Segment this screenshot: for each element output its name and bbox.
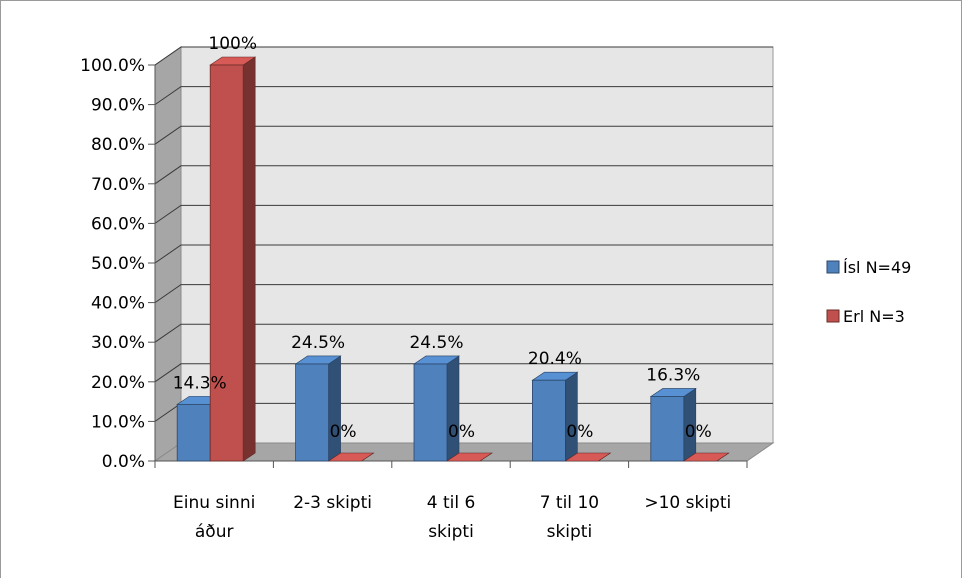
data-label: 20.4% [528, 349, 582, 369]
gridline [154, 363, 773, 383]
y-tick-label: 30.0% [91, 333, 145, 353]
bar [295, 363, 330, 462]
legend-entry: Erl N=3 [843, 307, 905, 326]
gridline [154, 46, 773, 66]
bar-top [446, 452, 493, 462]
bar-top [327, 452, 375, 462]
legend-swatch [826, 260, 840, 274]
y-tick-label: 10.0% [91, 412, 145, 432]
bar [176, 403, 211, 462]
bar [532, 379, 566, 462]
gridline [154, 244, 773, 264]
legend: Ísl N=49 Erl N=3 [826, 258, 911, 326]
x-tick-label: áður [195, 522, 234, 542]
gridline [154, 204, 773, 224]
y-tick-label: 100.0% [80, 56, 145, 76]
x-tick-label: Einu sinni [173, 493, 255, 513]
gridline [154, 323, 773, 343]
gridline [154, 165, 773, 185]
data-label: 0% [330, 422, 357, 442]
data-label: 14.3% [173, 373, 227, 393]
bar-side [446, 355, 460, 462]
x-tick-label: skipti [428, 522, 474, 542]
labels: 0.0% 10.0% 20.0% 30.0% 40.0% 50.0% 60.0% 70.0% 8… [80, 34, 731, 542]
data-label: 0% [685, 422, 712, 442]
gridline [154, 125, 773, 145]
legend-swatch [826, 309, 840, 323]
gridline [154, 86, 773, 106]
legend-entry: Ísl N=49 [843, 258, 911, 277]
bar [209, 64, 244, 462]
y-tick-label: 50.0% [91, 254, 145, 274]
bars [176, 56, 730, 462]
data-label: 24.5% [291, 333, 345, 353]
x-tick-label: 4 til 6 [427, 493, 476, 513]
data-label: 24.5% [409, 333, 463, 353]
data-label: 100% [208, 34, 257, 54]
y-tick-label: 60.0% [91, 214, 145, 234]
data-label: 0% [566, 422, 593, 442]
bar-top [682, 452, 730, 462]
y-tick-label: 70.0% [91, 175, 145, 195]
y-tick-label: 90.0% [91, 96, 145, 116]
bar-side [242, 56, 256, 462]
x-tick-label: 7 til 10 [540, 493, 599, 513]
x-tick-label: >10 skipti [644, 493, 731, 513]
data-label: 16.3% [646, 365, 700, 385]
y-tick-label: 80.0% [91, 135, 145, 155]
x-tick-label: skipti [547, 522, 593, 542]
bar [413, 363, 448, 462]
bar-top [564, 452, 612, 462]
bar [650, 396, 685, 462]
y-tick-label: 40.0% [91, 294, 145, 314]
x-tick-label: 2-3 skipti [293, 493, 372, 513]
bar-side [328, 355, 341, 462]
data-label: 0% [448, 422, 475, 442]
y-tick-label: 0.0% [102, 452, 145, 472]
gridline [154, 284, 773, 304]
y-tick-label: 20.0% [91, 373, 145, 393]
bar-side [565, 371, 578, 462]
